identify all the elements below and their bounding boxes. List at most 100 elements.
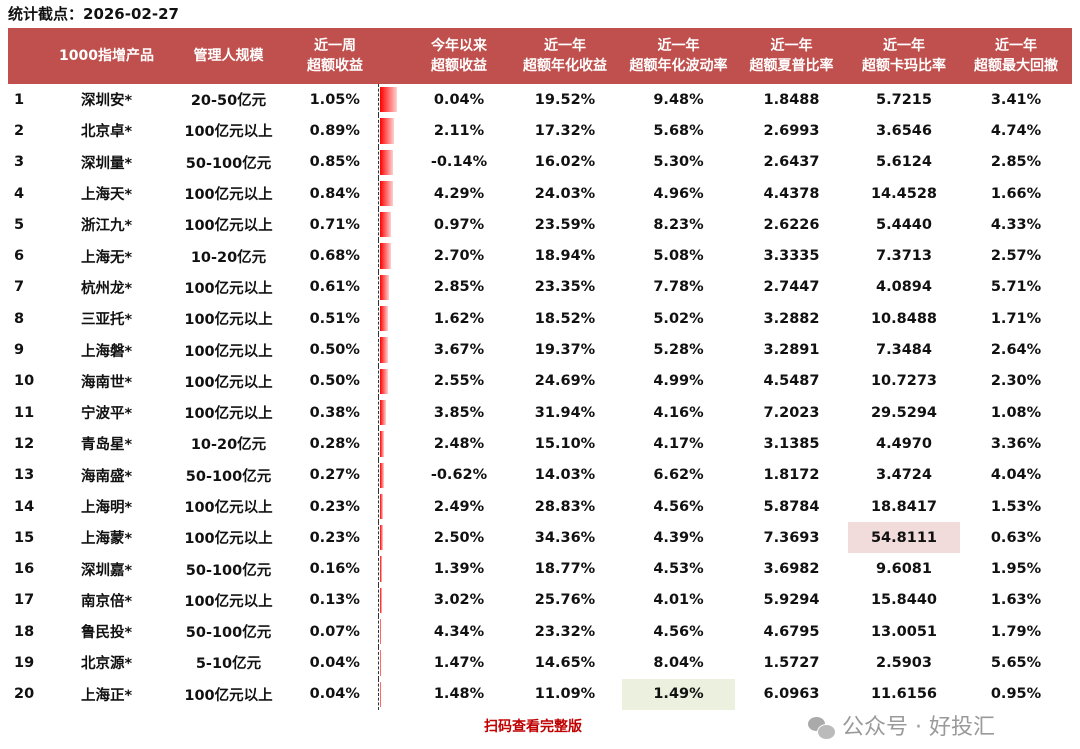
week-return-databar: [377, 553, 410, 585]
cell-sharpe: 2.7447: [763, 279, 820, 296]
cell-calmar: 3.4724: [876, 467, 932, 484]
cell-ann: 14.65%: [534, 654, 596, 671]
cell-ann: 19.52%: [534, 91, 596, 108]
cell-sharpe: 4.6795: [763, 623, 820, 640]
cell-rank: 11: [14, 404, 35, 421]
databar-fill: [379, 306, 388, 332]
cell-ann: 23.35%: [534, 279, 596, 296]
cell-ytd: 4.29%: [433, 185, 485, 202]
cell-rank: 3: [14, 154, 25, 171]
cell-calmar: 7.3484: [876, 342, 932, 359]
cell-mdd: 1.66%: [990, 185, 1042, 202]
cell-scale: 100亿元以上: [184, 124, 273, 141]
cell-rank: 17: [14, 592, 35, 609]
cell-rank: 12: [14, 435, 35, 452]
column-header: 近一年 超额年化波动率: [622, 28, 735, 84]
cell-calmar: 9.6081: [876, 561, 932, 578]
cell-name: 深圳安*: [80, 93, 133, 110]
cell-vol: 8.04%: [653, 654, 704, 671]
wechat-account-label: 公众号 · 好投汇: [842, 715, 995, 740]
cell-week: 0.04%: [309, 654, 360, 671]
scan-full-version-link[interactable]: 扫码查看完整版: [484, 719, 582, 735]
table-row: 6 上海无* 10-20亿元 0.68% 2.70% 18.94% 5.08% 3.3335 7…: [8, 240, 1072, 272]
cell-mdd: 4.04%: [990, 467, 1042, 484]
cell-calmar: 2.5903: [876, 654, 932, 671]
table-row: 15 上海蒙* 100亿元以上 0.23% 2.50% 34.36% 4.39% 7.3693…: [8, 522, 1072, 554]
cell-ytd: 3.67%: [433, 342, 485, 359]
cell-ytd: 3.85%: [433, 404, 485, 421]
column-header: 近一年 超额年化收益: [508, 28, 622, 84]
cell-calmar: 5.4440: [876, 216, 932, 233]
cell-sharpe: 3.6982: [763, 561, 820, 578]
column-header: 近一年 超额卡玛比率: [848, 28, 960, 84]
week-return-databar: [377, 490, 410, 523]
week-return-databar: [377, 303, 410, 335]
cell-scale: 50-100亿元: [185, 562, 272, 579]
cell-name: 北京源*: [80, 656, 133, 673]
cell-week: 0.51%: [309, 310, 360, 327]
cell-week: 0.68%: [309, 248, 360, 265]
cell-vol: 4.17%: [653, 435, 704, 452]
cell-scale: 50-100亿元: [185, 625, 272, 642]
cell-vol: 5.02%: [653, 310, 704, 327]
cell-mdd: 2.85%: [990, 154, 1042, 171]
cell-sharpe: 3.2891: [763, 342, 820, 359]
cell-vol: 7.78%: [653, 279, 704, 296]
cell-name: 南京倍*: [80, 593, 133, 610]
cell-rank: 5: [14, 216, 25, 233]
cell-calmar: 15.8440: [870, 592, 938, 609]
column-header: [378, 28, 410, 84]
cell-calmar: 5.6124: [876, 154, 932, 171]
cell-mdd: 0.63%: [990, 529, 1042, 546]
cell-scale: 100亿元以上: [184, 280, 273, 297]
cell-scale: 100亿元以上: [184, 406, 273, 423]
cell-week: 0.28%: [309, 435, 360, 452]
cell-ann: 19.37%: [534, 342, 596, 359]
cell-ytd: 2.50%: [433, 529, 485, 546]
cell-ytd: -0.14%: [430, 154, 488, 171]
cell-sharpe: 7.3693: [763, 529, 820, 546]
cell-calmar: 54.8111: [848, 522, 960, 554]
cell-rank: 13: [14, 467, 35, 484]
week-return-databar: [377, 428, 410, 460]
cell-ann: 18.77%: [534, 561, 596, 578]
week-return-databar: [377, 522, 410, 554]
cell-mdd: 2.64%: [990, 342, 1042, 359]
cell-mdd: 1.08%: [990, 404, 1042, 421]
cell-week: 0.50%: [309, 373, 360, 390]
cell-ann: 34.36%: [534, 529, 596, 546]
week-return-databar: [377, 240, 410, 272]
cell-rank: 9: [14, 342, 25, 359]
table-row: 1 深圳安* 20-50亿元 1.05% 0.04% 19.52% 9.48% 1.8488 5…: [8, 84, 1072, 116]
table-row: 8 三亚托* 100亿元以上 0.51% 1.62% 18.52% 5.02% 3.2882 1…: [8, 303, 1072, 335]
ranking-table: 1000指增产品 管理人规模 近一周 超额收益 今年以来 超额收益 近一年 超额年化收益…: [8, 28, 1072, 710]
cell-calmar: 11.6156: [870, 686, 938, 703]
table-row: 18 鲁民投* 50-100亿元 0.07% 4.34% 23.32% 4.56% 4.679…: [8, 616, 1072, 648]
cell-ann: 16.02%: [534, 154, 596, 171]
cell-rank: 19: [14, 654, 35, 671]
week-return-databar: [377, 84, 410, 116]
week-return-databar: [377, 334, 410, 366]
databar-fill: [379, 431, 385, 457]
databar-fill: [379, 587, 382, 614]
week-return-databar: [377, 271, 410, 304]
databar-fill: [379, 681, 381, 707]
cell-vol: 4.01%: [653, 592, 704, 609]
cell-week: 0.13%: [309, 592, 360, 609]
cell-scale: 100亿元以上: [184, 312, 273, 329]
cell-scale: 100亿元以上: [184, 374, 273, 391]
week-return-databar: [377, 584, 410, 617]
cell-ytd: 2.55%: [433, 373, 485, 390]
cell-scale: 100亿元以上: [184, 531, 273, 548]
cell-rank: 6: [14, 248, 25, 265]
cell-vol: 4.16%: [653, 404, 704, 421]
cell-scale: 100亿元以上: [184, 187, 273, 204]
cell-mdd: 5.71%: [990, 279, 1042, 296]
week-return-databar: [377, 209, 410, 241]
cell-name: 海南盛*: [80, 468, 133, 485]
cell-calmar: 29.5294: [870, 404, 938, 421]
cell-vol: 8.23%: [653, 216, 704, 233]
cell-ann: 18.94%: [534, 248, 596, 265]
cell-vol: 5.28%: [653, 342, 704, 359]
cell-rank: 18: [14, 623, 35, 640]
